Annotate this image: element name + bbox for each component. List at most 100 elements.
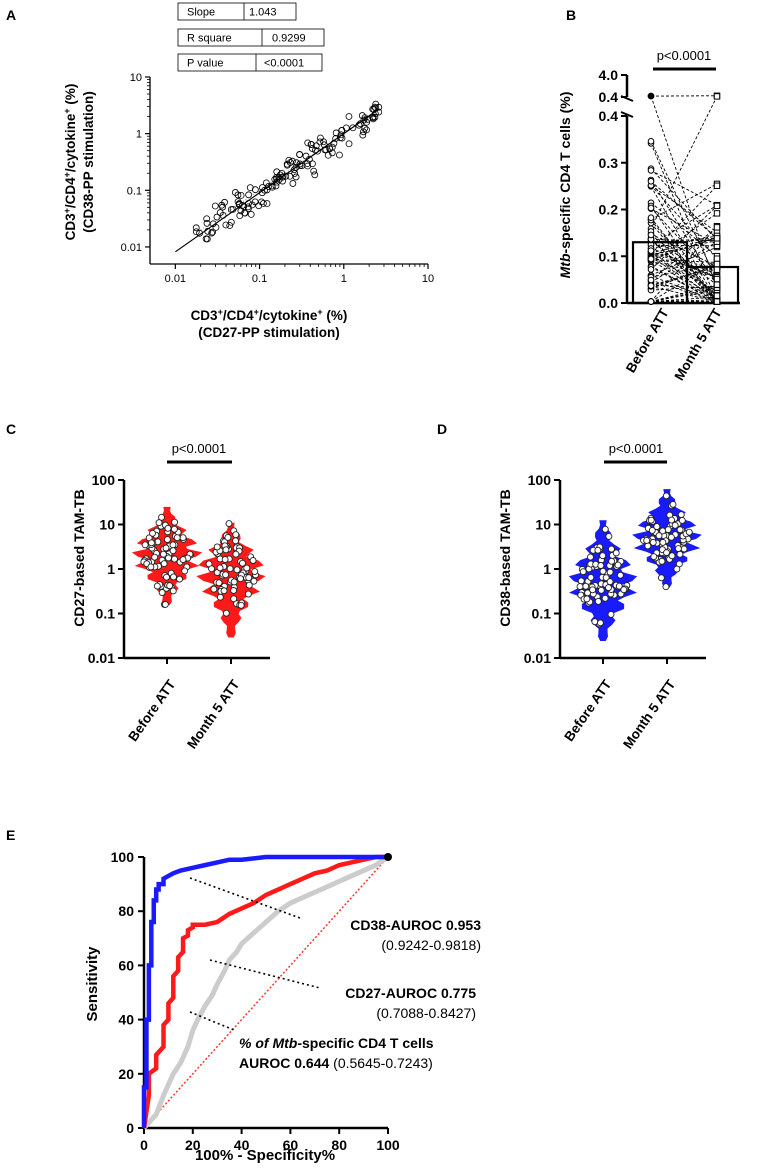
violin-point [237,575,244,583]
scatter-point [308,141,315,148]
scatter-point [204,227,212,235]
panel-c-pvalue: p<0.0001 [172,441,227,456]
violin-point [591,618,599,626]
violin-point [176,575,183,583]
violin-point [210,585,218,593]
panel-a-points [192,100,383,243]
violin-point [216,593,224,601]
scatter-point [336,151,343,159]
violin-point [605,532,613,540]
scatter-point [219,203,226,211]
point-month5 [713,260,721,268]
scatter-point [237,191,245,199]
stat-pvalue-label: P value [187,58,224,70]
violin-point [601,525,609,533]
scatter-point [332,129,340,137]
violin-point [607,610,615,618]
y-tick-label: 10 [535,517,551,533]
panel-c-xtick-month5: Month 5 ATT [184,677,243,752]
point-before [647,298,655,305]
violin-point [179,534,187,542]
paired-line [650,237,718,243]
y-tick-label: 0.1 [599,248,619,264]
violin-point [597,562,605,569]
label-cd38-auroc: CD38-AUROC 0.953 [350,917,481,933]
paired-line [650,263,718,278]
violin-point [576,583,584,591]
x-tick-label: 20 [185,1137,201,1153]
point-before [647,138,655,145]
y-tick-label: 10 [130,72,142,84]
violin-point [213,543,221,551]
y-tick-label: 0.1 [532,606,552,622]
scatter-point [355,121,363,129]
scatter-point [326,145,334,153]
panel-d-ylabel: CD38-based TAM-TB [497,489,513,626]
x-tick-label: 10 [422,273,434,285]
violin-point [244,590,252,598]
paired-line [650,217,718,302]
scatter-point [251,186,259,194]
stat-pvalue-value: <0.0001 [264,58,304,70]
x-tick-label: 60 [283,1137,299,1153]
stat-rsquare-value: 0.9299 [272,33,306,45]
label-cd27-ci: (0.7088-0.8427) [376,1005,476,1021]
scatter-point [209,228,216,236]
violin-point [151,553,159,561]
scatter-point [203,235,211,243]
violin-point [233,566,241,574]
x-tick-label: 0.01 [165,273,186,285]
y-tick-label: 100 [92,472,116,488]
x-tick-label: 100 [376,1137,400,1153]
paired-line [650,207,718,280]
violin-point [615,582,623,590]
scatter-point [320,138,327,146]
point-month5 [713,275,721,283]
point-before [647,214,655,222]
x-tick-label: 1 [341,273,347,285]
paired-line [650,233,718,267]
panel-label-c: C [6,421,16,437]
scatter-point [221,198,228,206]
point-before [647,282,655,290]
pointer-cd38 [189,877,301,919]
scatter-point [273,173,280,181]
violin-point [655,532,663,540]
scatter-point [273,178,281,186]
paired-line [650,170,718,206]
violin-point [577,577,585,585]
violin-point [169,587,177,595]
point-before [647,231,655,239]
panel-label-a: A [6,7,16,23]
scatter-point [291,170,299,177]
point-month5 [713,210,721,217]
scatter-point [260,200,267,207]
panel-e-xlabel: 100% - Specificity% [195,1147,335,1164]
violin-point [608,557,616,565]
scatter-point [360,116,368,124]
violin-point [662,492,670,500]
y-tick-label: 0.1 [96,606,116,622]
scatter-point [375,103,383,111]
violin-point [170,573,177,581]
panel-c-xtick-before: Before ATT [125,677,179,745]
violin-point [673,565,681,573]
scatter-point [361,124,369,132]
paired-line [650,237,718,259]
scatter-point [231,189,239,196]
y-tick-label: 0.01 [121,242,142,254]
y-tick-label: 100 [528,472,552,488]
scatter-point [363,126,370,134]
violin-point [662,583,670,591]
violin-point [166,582,174,590]
paired-line [650,168,718,240]
paired-line [650,261,718,278]
scatter-point [276,171,284,179]
violin-point [653,523,661,531]
violin-point [160,560,168,568]
scatter-point [316,138,324,146]
violin-point [232,550,240,558]
paired-line [650,141,718,281]
scatter-point [371,103,379,111]
panel-d-pvalue: p<0.0001 [609,441,664,456]
